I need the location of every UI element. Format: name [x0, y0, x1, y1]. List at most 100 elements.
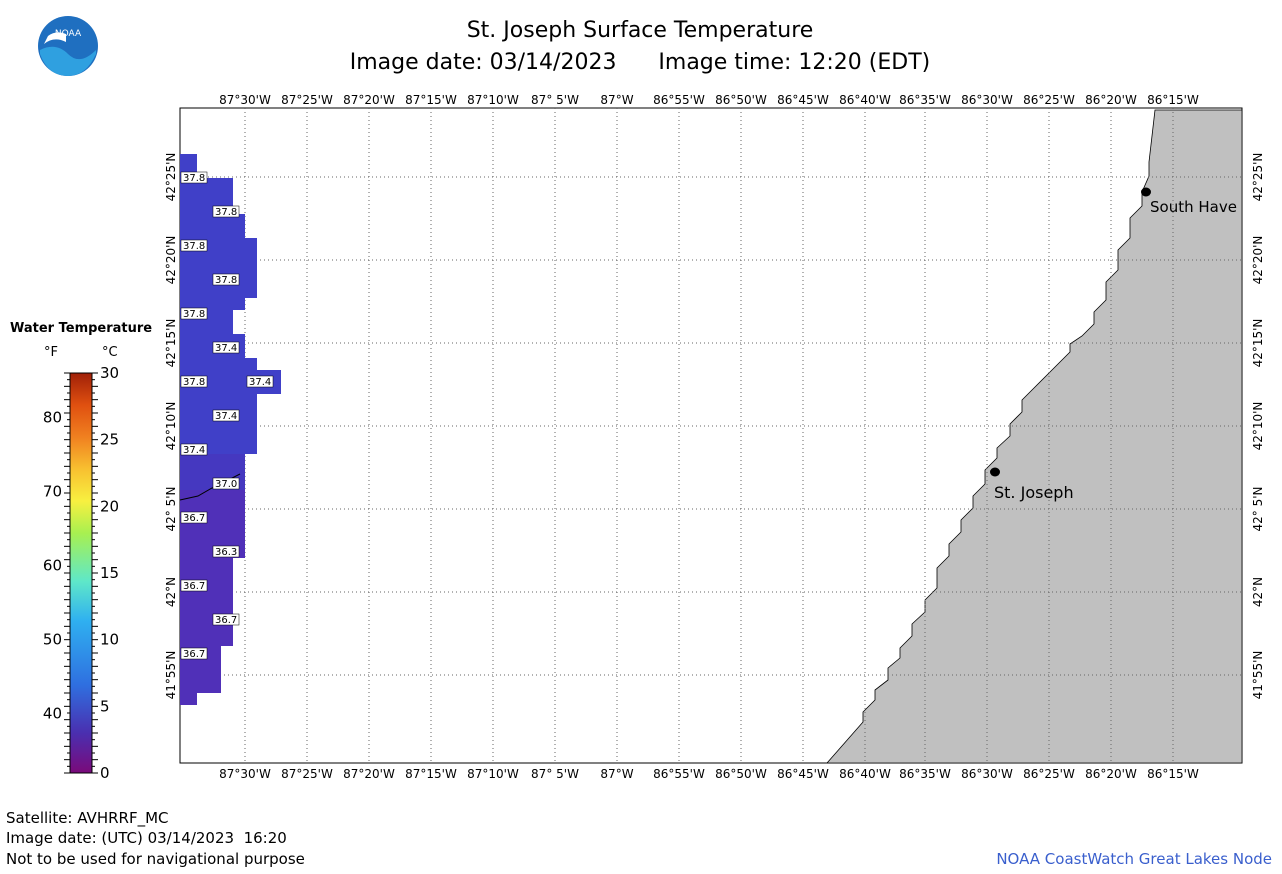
graticule: [180, 108, 1242, 763]
lon-label-top: 86°25'W: [1023, 93, 1075, 107]
svg-text:37.4: 37.4: [215, 411, 237, 422]
legend-ticks: [64, 372, 98, 774]
lon-label-top: 87°25'W: [281, 93, 333, 107]
temperature-label: 37.8: [180, 375, 208, 388]
legend-c-label: 25: [100, 431, 119, 449]
noaa-logo: NOAA: [36, 14, 100, 82]
land-area: [826, 109, 1243, 764]
lat-label-left: 42°10'N: [164, 402, 178, 451]
temperature-label: 37.8: [180, 239, 208, 252]
lon-label-bottom: 87°10'W: [467, 767, 519, 781]
lon-label-bottom: 87°W: [600, 767, 633, 781]
svg-text:37.0: 37.0: [215, 479, 237, 490]
legend-f-label: 70: [43, 483, 62, 501]
longitude-labels-bottom: 87°30'W 87°25'W 87°20'W 87°15'W 87°10'W 87° 5…: [219, 767, 1199, 781]
temperature-label: 37.8: [212, 205, 240, 218]
lat-label-right: 42°10'N: [1251, 402, 1265, 451]
legend-c-label: 5: [100, 697, 110, 715]
lon-label-bottom: 86°20'W: [1085, 767, 1137, 781]
svg-text:36.7: 36.7: [183, 581, 205, 592]
credit-link[interactable]: NOAA CoastWatch Great Lakes Node: [996, 850, 1272, 868]
water-pixel: [180, 298, 245, 310]
lon-label-top: 86°30'W: [961, 93, 1013, 107]
legend-color-bar: [69, 372, 93, 774]
navigation-disclaimer: Not to be used for navigational purpose: [6, 850, 305, 868]
water-pixel: [180, 626, 233, 646]
legend-f-label: 60: [43, 557, 62, 575]
legend-c-label: 10: [100, 631, 119, 649]
lon-label-top: 86°50'W: [715, 93, 767, 107]
lon-label-top: 87° 5'W: [531, 93, 579, 107]
lon-label-bottom: 87°15'W: [405, 767, 457, 781]
lon-label-bottom: 86°25'W: [1023, 767, 1075, 781]
temperature-labels: 37.8 37.8 37.8 37.8 37.8 37.4 37.8 37.4 37.4 37.4…: [180, 171, 274, 660]
place-label-st-joseph: St. Joseph: [994, 483, 1074, 502]
lat-label-left: 42°15'N: [164, 319, 178, 368]
svg-text:37.4: 37.4: [249, 377, 271, 388]
lon-label-bottom: 86°45'W: [777, 767, 829, 781]
lon-label-bottom: 87° 5'W: [531, 767, 579, 781]
legend-c-label: 30: [100, 364, 119, 382]
svg-text:37.8: 37.8: [183, 241, 205, 252]
water-pixel: [180, 214, 245, 238]
lon-label-top: 87°W: [600, 93, 633, 107]
lat-label-left: 41°55'N: [164, 651, 178, 700]
lat-label-right: 41°55'N: [1251, 651, 1265, 700]
lon-label-top: 86°55'W: [653, 93, 705, 107]
svg-text:37.8: 37.8: [183, 377, 205, 388]
lon-label-top: 86°45'W: [777, 93, 829, 107]
temperature-label: 37.0: [212, 477, 240, 490]
lon-label-bottom: 86°35'W: [899, 767, 951, 781]
legend-title: Water Temperature: [10, 321, 153, 336]
latitude-labels-left: 42°25'N 42°20'N 42°15'N 42°10'N 42° 5'N 42°N 4…: [164, 153, 178, 700]
place-label-south-haven: South Have: [1150, 198, 1237, 216]
svg-text:37.8: 37.8: [215, 207, 237, 218]
lat-label-right: 42°15'N: [1251, 319, 1265, 368]
utc-date-info: Image date: (UTC) 03/14/2023 16:20: [6, 829, 287, 847]
svg-text:36.7: 36.7: [183, 513, 205, 524]
lon-label-top: 86°35'W: [899, 93, 951, 107]
lon-label-bottom: 86°55'W: [653, 767, 705, 781]
lon-label-top: 86°15'W: [1147, 93, 1199, 107]
temperature-label: 36.7: [180, 511, 208, 524]
legend-f-label: 40: [43, 705, 62, 723]
place-st-joseph: St. Joseph: [990, 467, 1074, 502]
temperature-label: 37.4: [212, 409, 240, 422]
legend-unit-f: °F: [44, 345, 58, 360]
lon-label-bottom: 87°20'W: [343, 767, 395, 781]
lat-label-left: 42° 5'N: [164, 487, 178, 532]
lon-label-bottom: 86°30'W: [961, 767, 1013, 781]
lat-label-right: 42°25'N: [1251, 153, 1265, 202]
longitude-labels-top: 87°30'W 87°25'W 87°20'W 87°15'W 87°10'W 87° 5…: [219, 93, 1199, 107]
lon-label-top: 87°30'W: [219, 93, 271, 107]
lat-label-right: 42° 5'N: [1251, 487, 1265, 532]
legend-c-labels: 30 25 20 15 10 5 0: [100, 364, 119, 782]
svg-text:37.8: 37.8: [183, 173, 205, 184]
latitude-labels-right: 42°25'N 42°20'N 42°15'N 42°10'N 42° 5'N 42°N 4…: [1251, 153, 1265, 700]
legend-c-label: 0: [100, 764, 110, 782]
image-date-time: Image date: 03/14/2023 Image time: 12:20…: [349, 50, 931, 75]
lon-label-top: 87°10'W: [467, 93, 519, 107]
temperature-label: 36.3: [212, 545, 240, 558]
lat-label-left: 42°20'N: [164, 236, 178, 285]
temperature-label: 37.8: [212, 273, 240, 286]
legend-c-label: 15: [100, 564, 119, 582]
lon-label-bottom: 86°15'W: [1147, 767, 1199, 781]
legend-c-label: 20: [100, 497, 119, 515]
svg-text:36.3: 36.3: [215, 547, 237, 558]
place-south-haven: South Have: [1141, 187, 1237, 216]
lat-label-left: 42°N: [164, 577, 178, 607]
lat-label-right: 42°20'N: [1251, 236, 1265, 285]
svg-text:37.4: 37.4: [183, 445, 205, 456]
lon-label-bottom: 86°50'W: [715, 767, 767, 781]
lat-label-right: 42°N: [1251, 577, 1265, 607]
satellite-info: Satellite: AVHRRF_MC: [6, 809, 169, 827]
lon-label-bottom: 87°25'W: [281, 767, 333, 781]
lon-label-bottom: 86°40'W: [839, 767, 891, 781]
svg-text:37.4: 37.4: [215, 343, 237, 354]
lat-label-left: 42°25'N: [164, 153, 178, 202]
temperature-label: 37.4: [246, 375, 274, 388]
logo-text: NOAA: [55, 29, 82, 39]
temperature-label: 36.7: [180, 647, 208, 660]
